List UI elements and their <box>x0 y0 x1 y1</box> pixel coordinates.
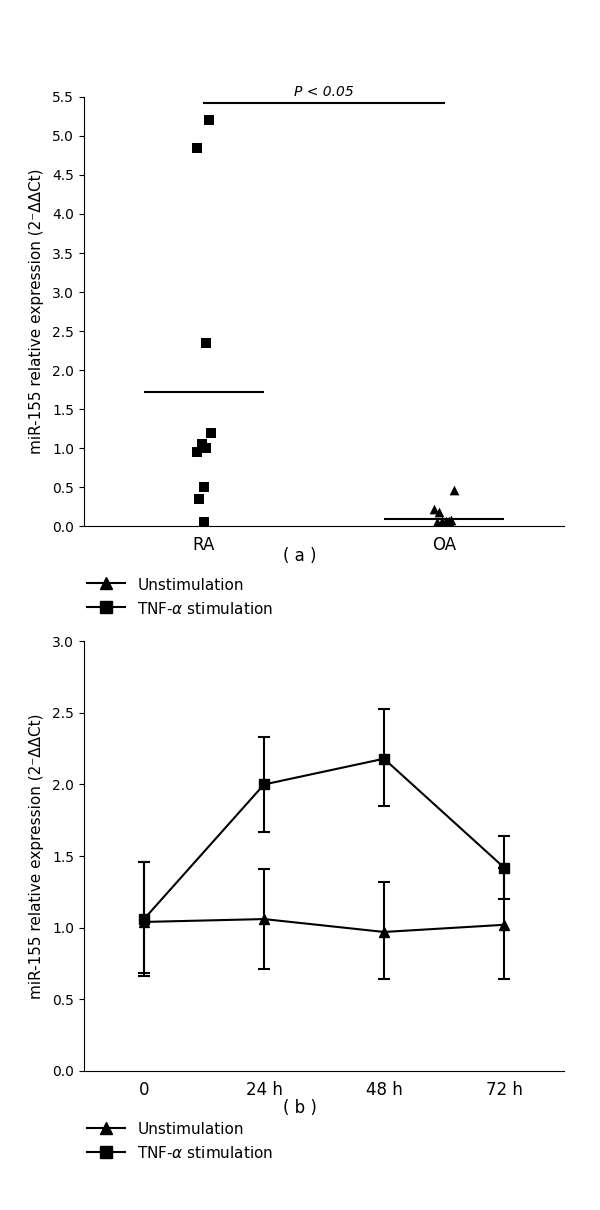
Text: P < 0.05: P < 0.05 <box>294 85 354 99</box>
Point <box>199 513 209 532</box>
Point <box>194 489 204 508</box>
Point <box>449 480 458 500</box>
Point <box>199 478 209 497</box>
Point <box>442 511 451 530</box>
Point <box>434 502 444 522</box>
Point <box>432 512 442 531</box>
Point <box>197 434 206 454</box>
Legend: Unstimulation, TNF-$\alpha$ stimulation: Unstimulation, TNF-$\alpha$ stimulation <box>87 1122 274 1162</box>
Point <box>204 110 214 129</box>
Point <box>192 443 202 462</box>
Point <box>206 424 216 443</box>
Point <box>202 438 211 457</box>
Text: ( a ): ( a ) <box>283 547 317 565</box>
Text: ( b ): ( b ) <box>283 1099 317 1117</box>
Point <box>446 511 456 530</box>
Point <box>192 138 202 157</box>
Legend: Unstimulation, TNF-$\alpha$ stimulation: Unstimulation, TNF-$\alpha$ stimulation <box>87 577 274 617</box>
Point <box>202 333 211 352</box>
Y-axis label: miR-155 relative expression (2⁻ΔΔCt): miR-155 relative expression (2⁻ΔΔCt) <box>29 169 44 454</box>
Point <box>444 511 454 530</box>
Point <box>430 500 439 519</box>
Point <box>437 511 446 530</box>
Y-axis label: miR-155 relative expression (2⁻ΔΔCt): miR-155 relative expression (2⁻ΔΔCt) <box>29 714 44 998</box>
